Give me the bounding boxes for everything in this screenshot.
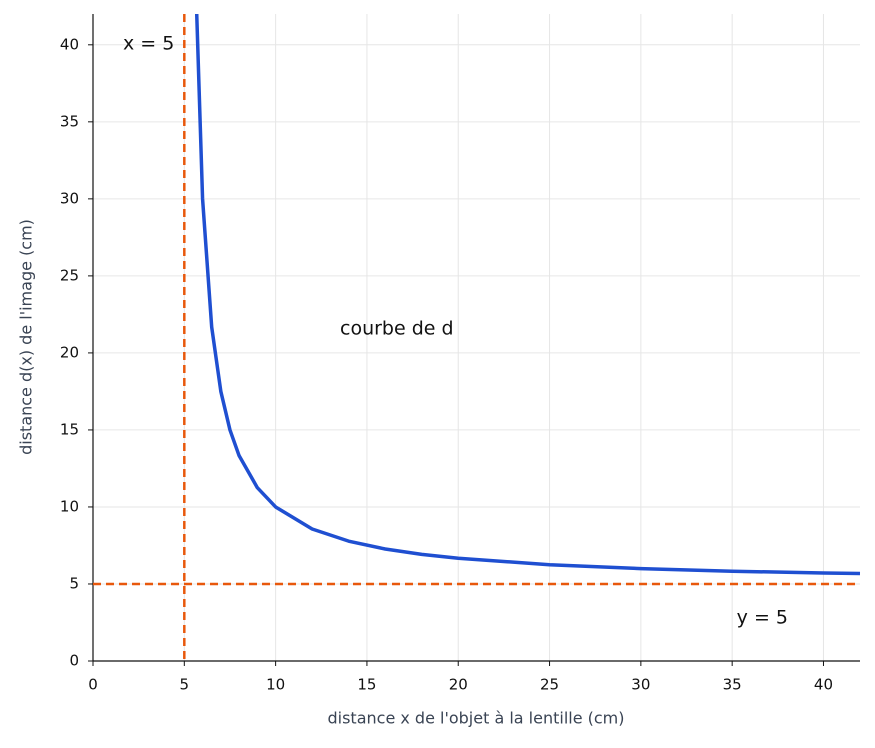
x-axis-label: distance x de l'objet à la lentille (cm)	[327, 709, 624, 728]
x-tick-label: 35	[723, 676, 742, 694]
x-tick-label: 15	[357, 676, 376, 694]
asymptote-label: y = 5	[737, 606, 788, 628]
asymptote-label: x = 5	[123, 33, 174, 55]
x-tick-label: 10	[266, 676, 285, 694]
y-tick-label: 15	[60, 420, 79, 438]
y-tick-label: 30	[60, 189, 79, 207]
x-tick-label: 25	[540, 676, 559, 694]
x-tick-label: 30	[631, 676, 650, 694]
curve-label: courbe de d	[340, 318, 454, 340]
y-tick-label: 5	[69, 574, 79, 592]
y-tick-label: 35	[60, 112, 79, 130]
x-tick-label: 5	[180, 676, 190, 694]
y-axis-label: distance d(x) de l'image (cm)	[17, 219, 36, 455]
curve	[194, 13, 861, 576]
y-tick-label: 10	[60, 497, 79, 515]
x-tick-label: 40	[814, 676, 833, 694]
y-tick-label: 40	[60, 35, 79, 53]
y-tick-label: 25	[60, 266, 79, 284]
y-tick-label: 0	[69, 652, 79, 670]
x-tick-label: 0	[88, 676, 98, 694]
y-tick-label: 20	[60, 343, 79, 361]
x-tick-label: 20	[449, 676, 468, 694]
